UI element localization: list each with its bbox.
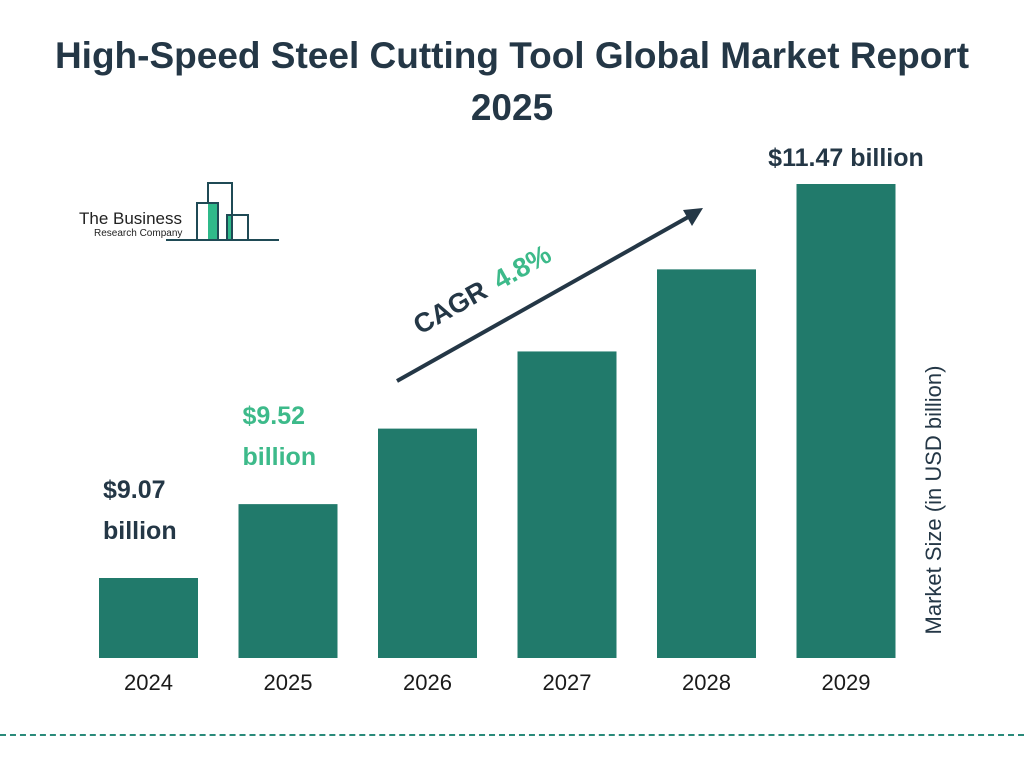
- x-tick-label: 2029: [822, 670, 871, 695]
- company-logo: The Business Research Company: [79, 182, 279, 241]
- y-axis-label: Market Size (in USD billion): [921, 366, 946, 635]
- bar-2024: [99, 578, 198, 658]
- data-label-value: $11.47 billion: [768, 144, 924, 172]
- data-label-value: $9.52: [243, 402, 306, 430]
- cagr-arrow: [396, 208, 703, 383]
- arrow-head-icon: [683, 208, 703, 226]
- footer-divider: [0, 734, 1024, 736]
- cagr-annotation: CAGR4.8%: [408, 239, 556, 340]
- logo-line2: Research Company: [94, 228, 182, 239]
- cagr-label: CAGR: [408, 275, 492, 340]
- data-label-2029: $11.47 billion: [768, 144, 924, 172]
- logo-bar-icon: [228, 216, 233, 240]
- data-label-unit: billion: [243, 443, 317, 471]
- bar-2027: [517, 351, 617, 658]
- x-tick-label: 2027: [543, 670, 592, 695]
- logo-line1: The Business: [79, 209, 182, 228]
- bar-2029: [796, 184, 896, 658]
- bar-2026: [378, 428, 477, 658]
- logo-bar-icon: [208, 204, 218, 240]
- data-label-value: $9.07: [103, 476, 166, 504]
- data-label-2025: $9.52 billion: [243, 402, 317, 471]
- page-title: High-Speed Steel Cutting Tool Global Mar…: [54, 35, 970, 128]
- data-label-unit: billion: [103, 517, 177, 545]
- arrow-line: [396, 214, 691, 383]
- cagr-value: 4.8%: [488, 239, 556, 295]
- x-tick-label: 2025: [264, 670, 313, 695]
- data-label-2024: $9.07 billion: [103, 476, 177, 545]
- logo-buildings-icon: [166, 182, 279, 241]
- x-tick-label: 2024: [124, 670, 173, 695]
- x-tick-label: 2026: [403, 670, 452, 695]
- bar-2025: [238, 504, 338, 658]
- x-tick-label: 2028: [682, 670, 731, 695]
- bar-2028: [657, 269, 756, 658]
